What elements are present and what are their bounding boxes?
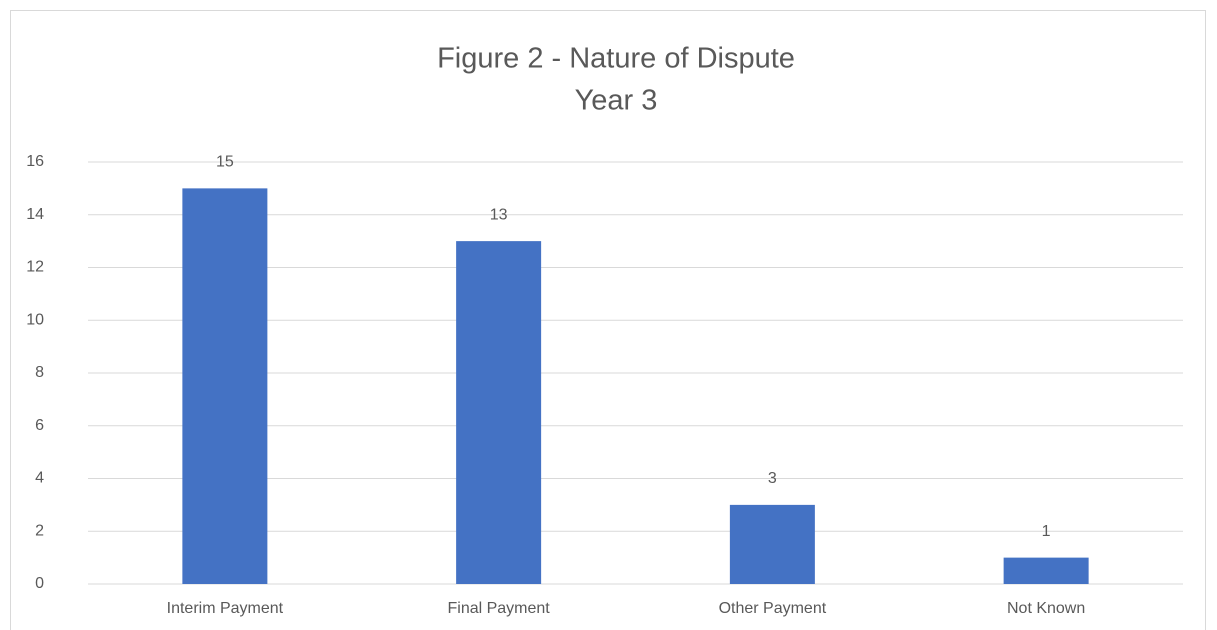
data-label: 15 bbox=[216, 154, 234, 171]
bar bbox=[182, 188, 268, 584]
y-tick-label: 6 bbox=[35, 417, 44, 434]
y-tick-label: 4 bbox=[35, 470, 44, 487]
bar bbox=[456, 241, 542, 584]
y-tick-label: 8 bbox=[35, 364, 44, 381]
y-tick-label: 10 bbox=[26, 311, 44, 328]
x-tick-label: Final Payment bbox=[447, 600, 550, 617]
chart-title: Figure 2 - Nature of Dispute bbox=[437, 43, 795, 75]
y-tick-label: 12 bbox=[26, 259, 44, 276]
x-tick-label: Interim Payment bbox=[167, 600, 284, 617]
data-label: 1 bbox=[1042, 523, 1051, 540]
data-label: 3 bbox=[768, 470, 777, 487]
x-tick-label: Not Known bbox=[1007, 600, 1085, 617]
bar bbox=[729, 504, 815, 584]
y-tick-label: 0 bbox=[35, 575, 44, 592]
x-tick-label: Other Payment bbox=[719, 600, 827, 617]
data-label: 13 bbox=[490, 206, 508, 223]
bar bbox=[1003, 557, 1089, 584]
y-tick-label: 16 bbox=[26, 153, 44, 170]
chart-subtitle: Year 3 bbox=[575, 85, 658, 117]
y-tick-label: 14 bbox=[26, 206, 44, 223]
y-tick-label: 2 bbox=[35, 522, 44, 539]
